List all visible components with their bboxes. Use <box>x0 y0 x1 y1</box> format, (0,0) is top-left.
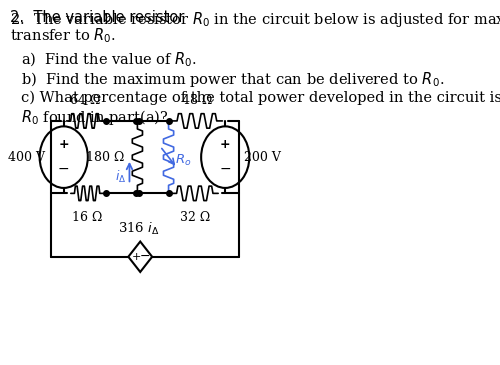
Text: 16 Ω: 16 Ω <box>72 211 102 224</box>
Text: +: + <box>58 138 69 151</box>
Text: −: − <box>220 162 231 176</box>
Text: 2.  The variable resistor $R_0$ in the circuit below is adjusted for maximum pow: 2. The variable resistor $R_0$ in the ci… <box>10 11 500 30</box>
Text: b)  Find the maximum power that can be delivered to $R_0$.: b) Find the maximum power that can be de… <box>21 70 444 89</box>
Text: transfer to $R_0$.: transfer to $R_0$. <box>10 27 116 46</box>
Text: +: + <box>220 138 230 151</box>
Text: 200 V: 200 V <box>244 151 281 164</box>
Text: $i_\Delta$: $i_\Delta$ <box>114 169 126 185</box>
Text: 32 Ω: 32 Ω <box>180 211 210 224</box>
Text: −: − <box>58 162 70 176</box>
Text: $R_o$: $R_o$ <box>175 153 191 168</box>
Text: 316 $i_\Delta$: 316 $i_\Delta$ <box>118 221 160 237</box>
Text: $R_0$ found in part(a)?: $R_0$ found in part(a)? <box>21 108 169 127</box>
Text: 2.  The variable resistor: 2. The variable resistor <box>10 11 189 26</box>
Text: 400 V: 400 V <box>8 151 46 164</box>
Text: 64 Ω: 64 Ω <box>70 94 100 107</box>
Text: +: + <box>132 252 141 262</box>
Text: a)  Find the value of $R_0$.: a) Find the value of $R_0$. <box>21 50 198 69</box>
Text: −: − <box>140 250 150 263</box>
Text: c) What percentage of the total power developed in the circuit is delivered to: c) What percentage of the total power de… <box>21 90 500 104</box>
Text: 180 Ω: 180 Ω <box>86 151 124 164</box>
Text: 48 Ω: 48 Ω <box>182 94 212 107</box>
